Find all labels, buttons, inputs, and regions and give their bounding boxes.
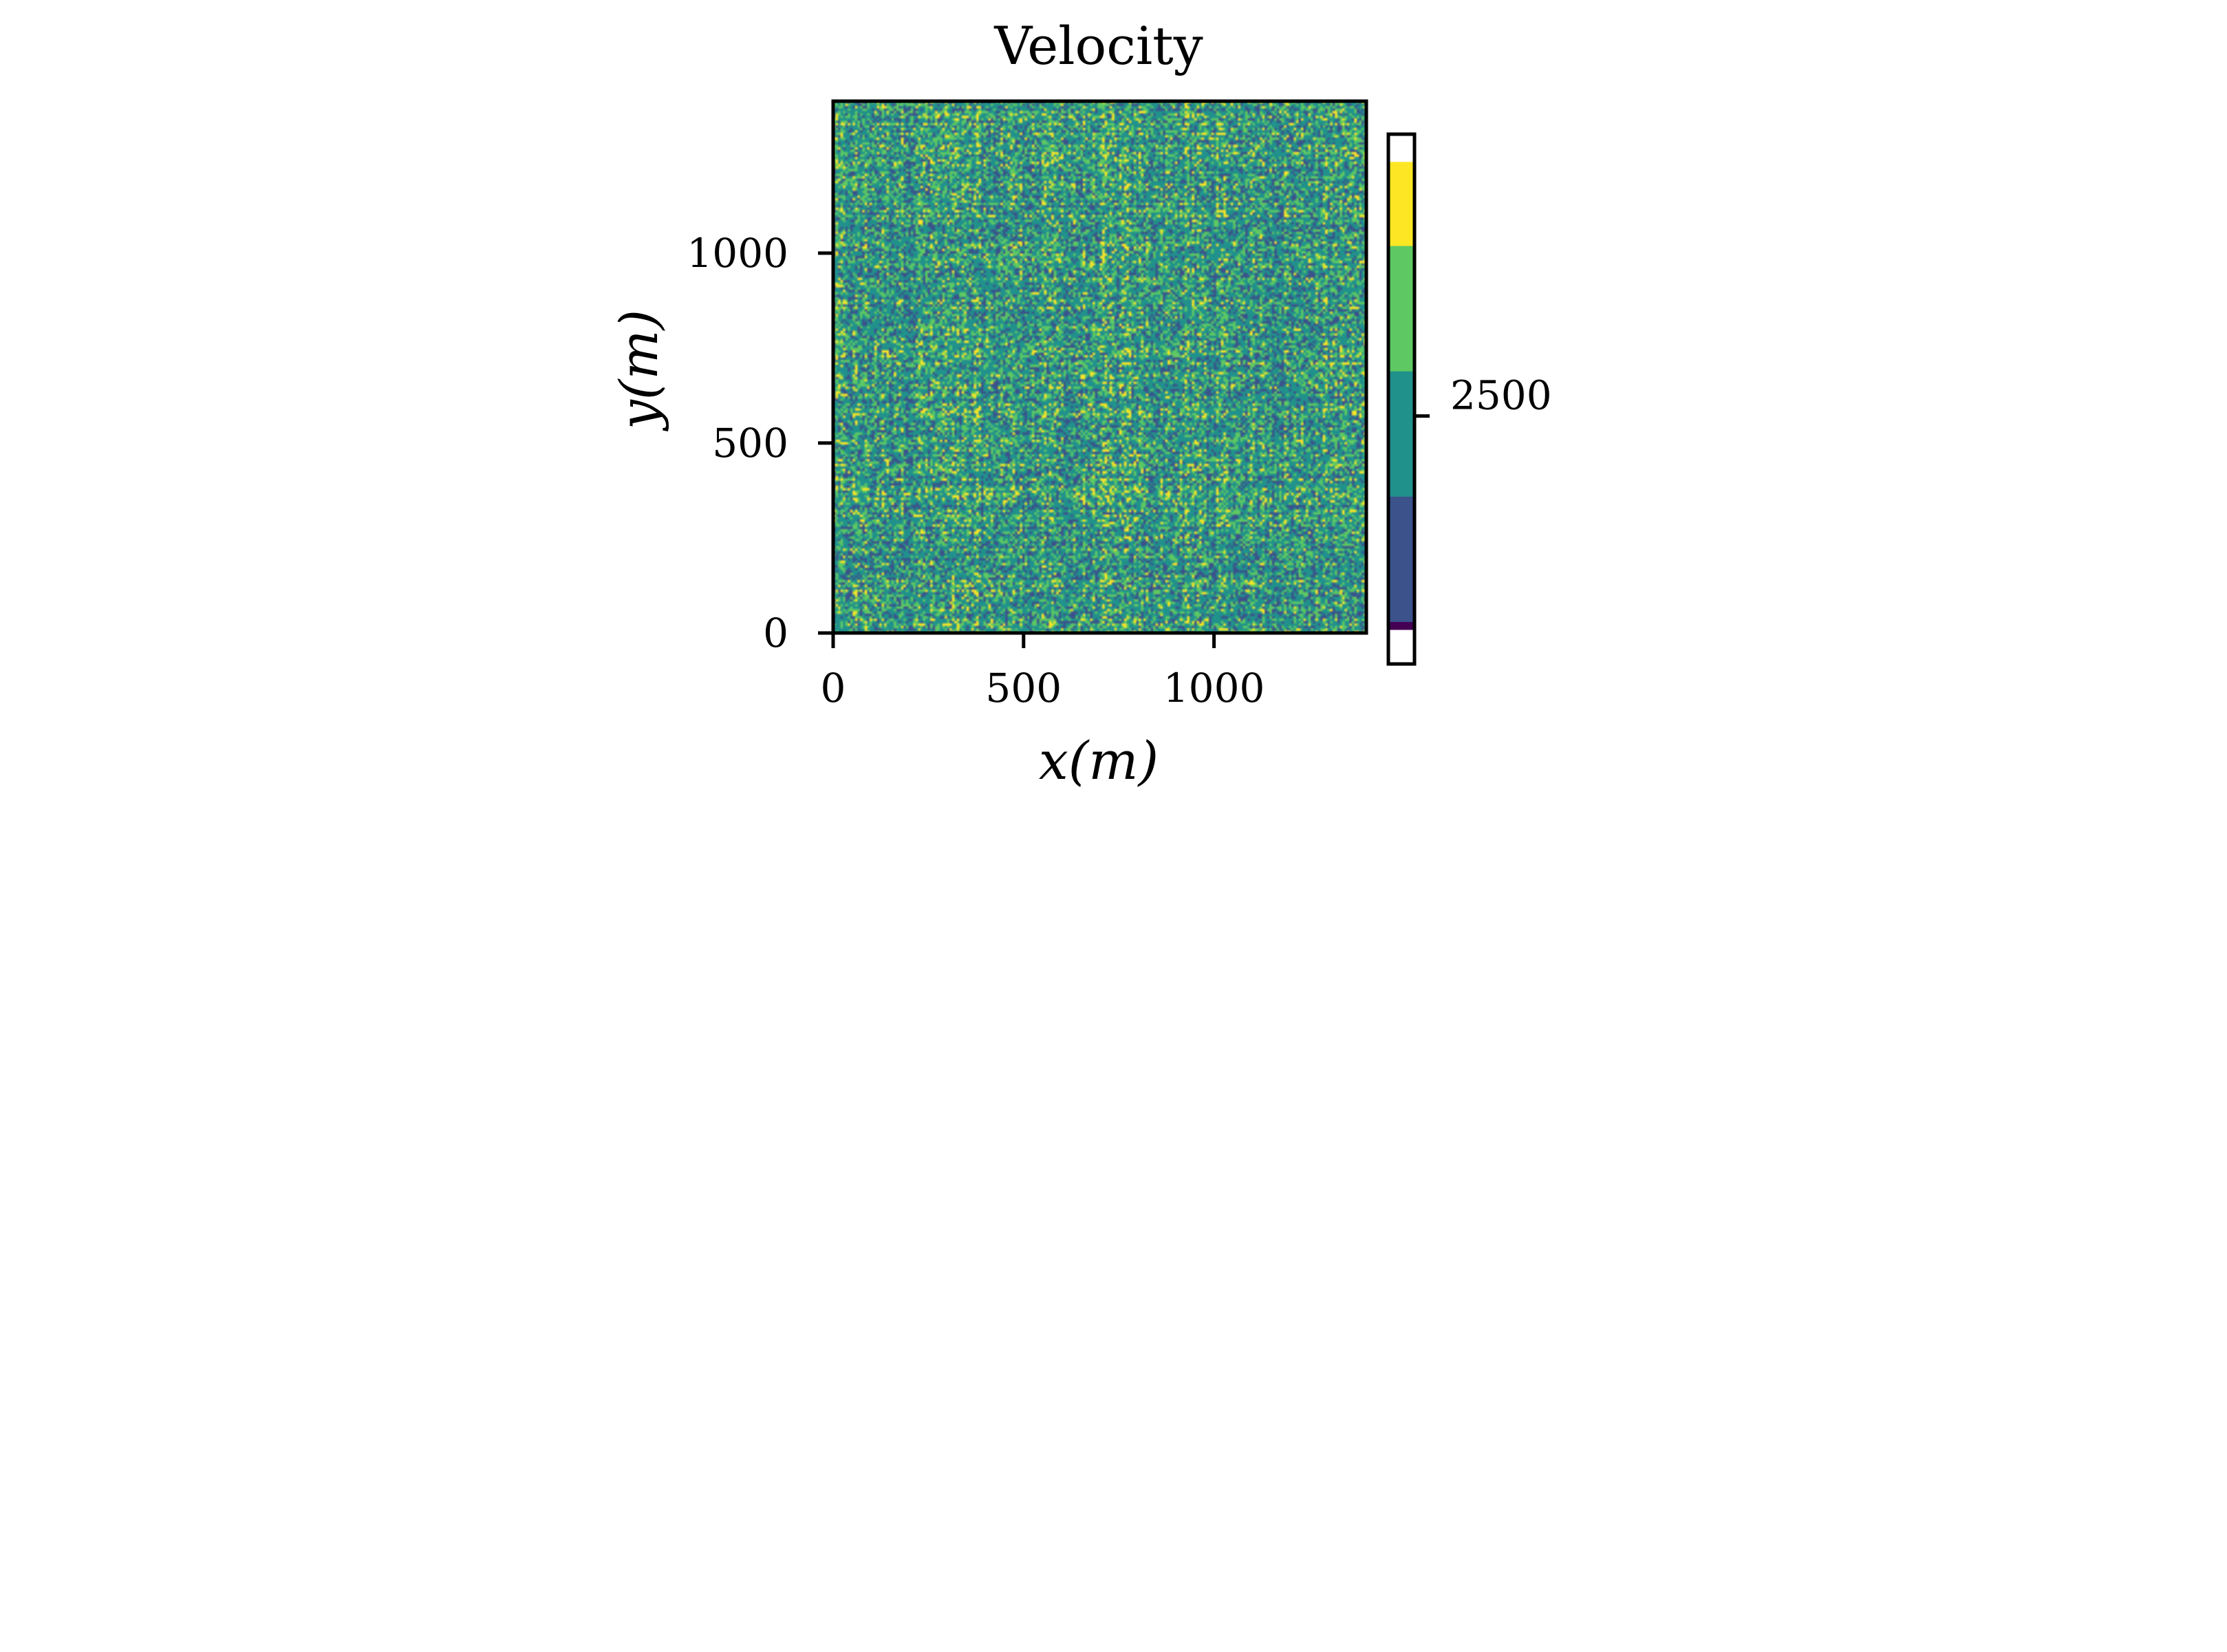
colorbar-band (1388, 371, 1414, 497)
colorbar-under-extension (1388, 630, 1414, 664)
chart-title: Velocity (993, 15, 1203, 76)
colorbar-frame (1386, 132, 1417, 666)
y-tick-label: 1000 (687, 230, 788, 277)
colorbar-band (1388, 621, 1414, 630)
x-axis-ticks: 0 500 1000 (821, 633, 1265, 711)
y-tick-label: 0 (763, 610, 788, 656)
y-tick-label: 500 (712, 420, 788, 466)
velocity-heatmap-image (833, 101, 1366, 633)
x-tick-label: 500 (985, 665, 1062, 711)
colorbar-band (1388, 162, 1414, 246)
colorbar-band (1388, 496, 1414, 622)
y-axis-ticks: 0 500 1000 (687, 230, 833, 656)
colorbar-tick-label: 2500 (1450, 372, 1552, 419)
velocity-field (833, 101, 1366, 633)
x-axis-label: x(m) (1039, 730, 1159, 791)
plot-frame (831, 99, 1368, 635)
y-axis-label: y(m) (608, 310, 669, 431)
x-tick-label: 1000 (1163, 665, 1265, 711)
colorbar: 2500 (1386, 132, 1552, 666)
colorbar-band (1388, 246, 1414, 372)
x-tick-label: 0 (821, 665, 846, 711)
